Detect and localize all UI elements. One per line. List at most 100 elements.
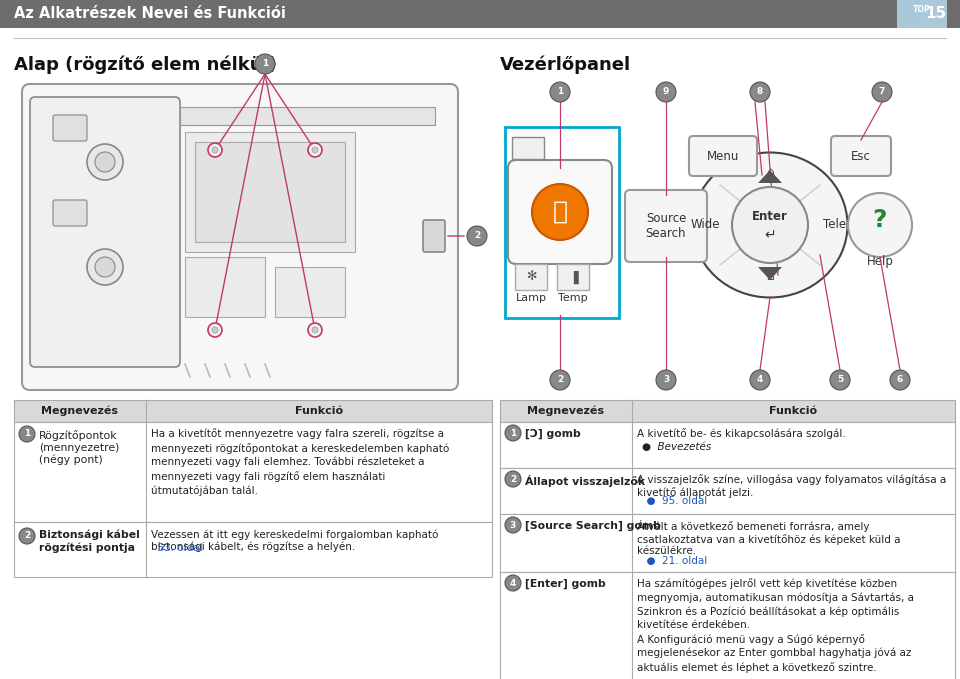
Circle shape <box>467 226 487 246</box>
Text: 2: 2 <box>474 232 480 240</box>
Circle shape <box>505 575 521 591</box>
FancyBboxPatch shape <box>423 220 445 252</box>
FancyBboxPatch shape <box>22 84 458 390</box>
FancyBboxPatch shape <box>557 264 589 290</box>
Circle shape <box>212 327 218 333</box>
Text: A kivetítő be- és kikapcsolására szolgál.: A kivetítő be- és kikapcsolására szolgál… <box>637 428 846 439</box>
FancyBboxPatch shape <box>831 136 891 176</box>
Circle shape <box>505 517 521 533</box>
Circle shape <box>208 143 222 157</box>
Text: 1: 1 <box>262 60 268 69</box>
Circle shape <box>19 528 35 544</box>
Text: 9: 9 <box>662 88 669 96</box>
Circle shape <box>19 426 35 442</box>
Text: [Ɔ] gomb: [Ɔ] gomb <box>525 429 581 439</box>
FancyBboxPatch shape <box>185 132 355 252</box>
Text: ●  21. oldal: ● 21. oldal <box>640 556 708 566</box>
Text: ⌂: ⌂ <box>766 166 774 179</box>
Text: 6: 6 <box>897 375 903 384</box>
Text: Lamp: Lamp <box>516 293 546 303</box>
Text: Rögzítőpontok
(mennyezetre)
(négy pont): Rögzítőpontok (mennyezetre) (négy pont) <box>39 430 119 464</box>
FancyBboxPatch shape <box>14 422 492 522</box>
Text: Állapot visszajelzők: Állapot visszajelzők <box>525 475 645 487</box>
FancyBboxPatch shape <box>275 267 345 317</box>
FancyBboxPatch shape <box>512 137 544 159</box>
FancyBboxPatch shape <box>195 142 345 242</box>
Text: Megnevezés: Megnevezés <box>527 406 605 416</box>
Text: 4: 4 <box>510 579 516 587</box>
Circle shape <box>95 152 115 172</box>
Text: Menu: Menu <box>707 149 739 162</box>
Circle shape <box>656 82 676 102</box>
FancyBboxPatch shape <box>53 115 87 141</box>
Text: Help: Help <box>867 255 894 268</box>
Text: A visszajelzők színe, villogása vagy folyamatos világítása a
kivetítő állapotát : A visszajelzők színe, villogása vagy fol… <box>637 474 947 498</box>
Polygon shape <box>758 267 782 280</box>
Text: 1: 1 <box>557 88 564 96</box>
FancyBboxPatch shape <box>185 257 265 317</box>
Text: Biztonsági kábel
rögzítési pontja: Biztonsági kábel rögzítési pontja <box>39 530 140 553</box>
Circle shape <box>550 370 570 390</box>
Text: Alap (rögzítő elem nélkül): Alap (rögzítő elem nélkül) <box>14 55 276 73</box>
Text: ?: ? <box>873 208 887 232</box>
Circle shape <box>308 143 322 157</box>
FancyBboxPatch shape <box>53 200 87 226</box>
FancyBboxPatch shape <box>14 522 492 577</box>
FancyBboxPatch shape <box>500 514 955 572</box>
Circle shape <box>87 249 123 285</box>
Text: ⏻: ⏻ <box>553 200 567 224</box>
Text: ▐: ▐ <box>568 270 578 284</box>
Circle shape <box>208 323 222 337</box>
Text: 5: 5 <box>837 375 843 384</box>
Text: ●  Bevezetés: ● Bevezetés <box>642 442 711 452</box>
Text: Vezérlőpanel: Vezérlőpanel <box>500 55 631 73</box>
Text: 3: 3 <box>662 375 669 384</box>
Circle shape <box>732 187 808 263</box>
Circle shape <box>550 82 570 102</box>
FancyBboxPatch shape <box>897 0 947 28</box>
Text: 15: 15 <box>924 7 946 22</box>
Circle shape <box>212 147 218 153</box>
FancyBboxPatch shape <box>14 400 492 422</box>
Circle shape <box>656 370 676 390</box>
FancyBboxPatch shape <box>508 160 612 264</box>
Circle shape <box>872 82 892 102</box>
FancyBboxPatch shape <box>515 264 547 290</box>
Circle shape <box>255 54 275 74</box>
Text: ●  95. oldal: ● 95. oldal <box>640 496 708 506</box>
Text: 3: 3 <box>510 521 516 530</box>
Circle shape <box>505 425 521 441</box>
Text: 1: 1 <box>24 430 30 439</box>
Text: Temp: Temp <box>558 293 588 303</box>
FancyBboxPatch shape <box>180 107 435 125</box>
Text: 4: 4 <box>756 375 763 384</box>
Circle shape <box>312 147 318 153</box>
FancyBboxPatch shape <box>625 190 707 262</box>
Circle shape <box>95 257 115 277</box>
Text: Ha a kivetítőt mennyezetre vagy falra szereli, rögzítse a
mennyezeti rögzítőpont: Ha a kivetítőt mennyezetre vagy falra sz… <box>151 428 449 496</box>
Circle shape <box>87 144 123 180</box>
Polygon shape <box>758 170 782 183</box>
Text: 53. oldal: 53. oldal <box>151 543 203 553</box>
Text: 8: 8 <box>756 88 763 96</box>
Circle shape <box>532 184 588 240</box>
Text: Source
Search: Source Search <box>646 212 686 240</box>
Circle shape <box>750 82 770 102</box>
Text: Átvált a következő bemeneti forrásra, amely
csatlakoztatva van a kivetítőhöz és : Átvált a következő bemeneti forrásra, am… <box>637 520 900 556</box>
Text: Enter: Enter <box>752 210 788 223</box>
Text: 2: 2 <box>510 475 516 483</box>
Circle shape <box>848 193 912 257</box>
Circle shape <box>830 370 850 390</box>
Text: Esc: Esc <box>852 149 871 162</box>
Text: 7: 7 <box>878 88 885 96</box>
Text: Az Alkatrészek Nevei és Funkciói: Az Alkatrészek Nevei és Funkciói <box>14 7 286 22</box>
Text: 1: 1 <box>510 428 516 437</box>
Circle shape <box>505 471 521 487</box>
Text: ⌂: ⌂ <box>766 270 774 284</box>
FancyBboxPatch shape <box>0 0 960 28</box>
Text: Tele: Tele <box>824 219 847 232</box>
Circle shape <box>890 370 910 390</box>
Text: Megnevezés: Megnevezés <box>41 406 118 416</box>
FancyBboxPatch shape <box>500 572 955 679</box>
Text: Ha számítógépes jelről vett kép kivetítése közben
megnyomja, automatikusan módos: Ha számítógépes jelről vett kép kivetíté… <box>637 578 914 673</box>
